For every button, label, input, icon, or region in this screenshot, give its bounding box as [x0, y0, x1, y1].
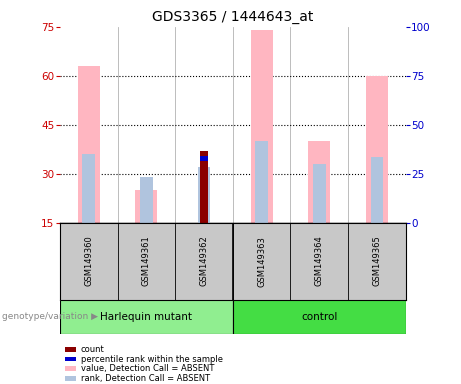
Text: GSM149360: GSM149360: [84, 236, 93, 286]
Title: GDS3365 / 1444643_at: GDS3365 / 1444643_at: [152, 10, 313, 25]
Bar: [60, 300, 233, 334]
Text: count: count: [81, 345, 105, 354]
Text: GSM149362: GSM149362: [200, 236, 208, 286]
Text: Harlequin mutant: Harlequin mutant: [100, 312, 192, 322]
Bar: [313, 164, 325, 223]
Text: GSM149361: GSM149361: [142, 236, 151, 286]
Bar: [366, 76, 388, 223]
Bar: [308, 141, 330, 223]
Text: genotype/variation ▶: genotype/variation ▶: [2, 312, 98, 321]
Bar: [78, 66, 100, 223]
Text: control: control: [301, 312, 337, 322]
Bar: [136, 190, 157, 223]
Text: rank, Detection Call = ABSENT: rank, Detection Call = ABSENT: [81, 374, 210, 383]
Bar: [233, 300, 406, 334]
Bar: [200, 151, 208, 223]
Text: GSM149363: GSM149363: [257, 236, 266, 286]
Text: value, Detection Call = ABSENT: value, Detection Call = ABSENT: [81, 364, 214, 373]
Text: GSM149364: GSM149364: [315, 236, 324, 286]
Bar: [140, 177, 153, 223]
Bar: [251, 30, 272, 223]
Text: percentile rank within the sample: percentile rank within the sample: [81, 354, 223, 364]
Bar: [255, 141, 268, 223]
Text: GSM149365: GSM149365: [372, 236, 381, 286]
Bar: [83, 154, 95, 223]
Bar: [198, 167, 210, 223]
Bar: [371, 157, 383, 223]
Bar: [200, 156, 208, 161]
